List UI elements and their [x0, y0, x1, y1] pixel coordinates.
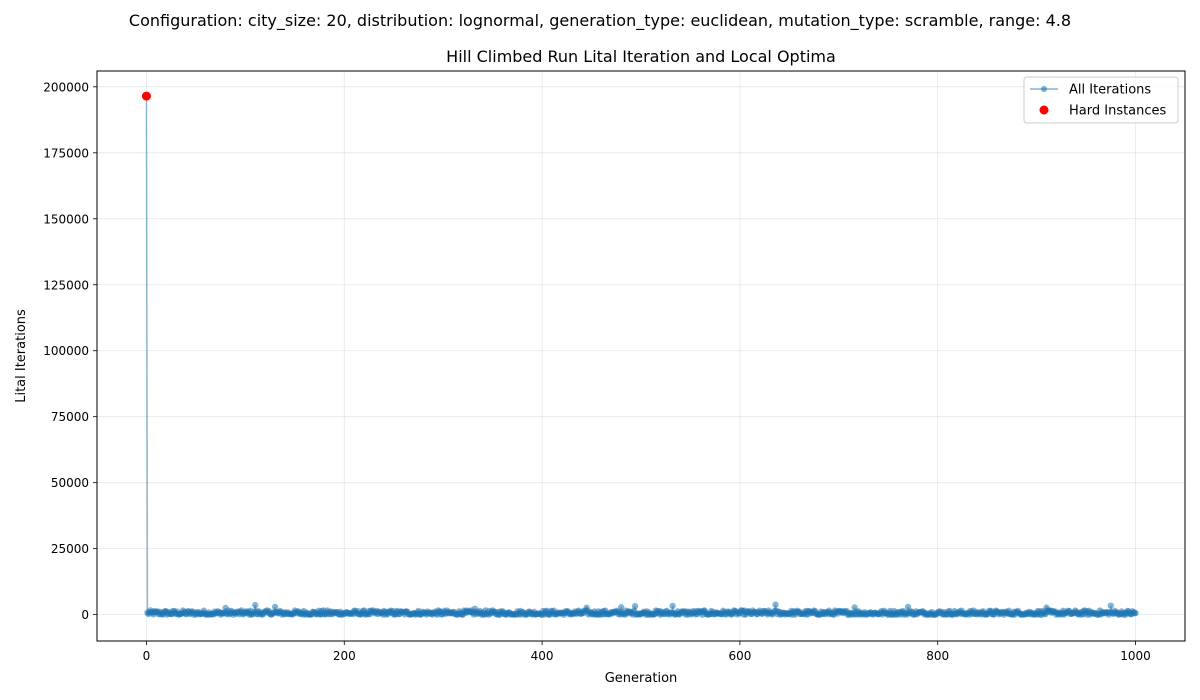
y-tick-label: 200000 — [43, 80, 89, 94]
y-tick-label: 50000 — [51, 476, 89, 490]
all-iterations-line — [145, 96, 1136, 618]
plot-frame — [96, 70, 1186, 642]
all-iterations-point — [631, 602, 639, 610]
y-tick-label: 100000 — [43, 344, 89, 358]
all-iterations-point — [1132, 609, 1139, 617]
x-tick-label: 800 — [926, 649, 949, 663]
legend-all-iterations-label: All Iterations — [1069, 83, 1151, 98]
series-all-iterations-line — [145, 96, 1136, 618]
all-iterations-point — [271, 603, 279, 611]
all-iterations-point — [669, 602, 676, 610]
y-axis-ticks: 0 25000 50000 75000 100000 125000 150000 175000… — [43, 80, 97, 622]
y-tick-label: 150000 — [43, 212, 89, 226]
y-tick-label: 75000 — [51, 410, 89, 424]
figure-suptitle: Configuration: city_size: 20, distributi… — [128, 11, 1072, 30]
legend-box — [1023, 76, 1179, 124]
series-hard-instances-points — [141, 91, 151, 101]
y-tick-label: 175000 — [43, 146, 89, 160]
x-axis-label: Generation — [605, 671, 678, 686]
legend: All Iterations Hard Instances — [1023, 76, 1179, 124]
legend-hard-instances-label: Hard Instances — [1069, 104, 1167, 119]
all-iterations-point — [618, 604, 625, 611]
series-all-iterations-points — [143, 92, 1139, 618]
legend-all-iterations-marker-icon — [1041, 86, 1047, 92]
x-tick-label: 200 — [333, 649, 356, 663]
all-iterations-point — [252, 601, 259, 609]
x-tick-label: 400 — [531, 649, 554, 663]
y-tick-label: 125000 — [43, 278, 89, 292]
x-tick-label: 1000 — [1120, 649, 1151, 663]
all-iterations-point — [772, 601, 779, 608]
grid-lines — [97, 71, 1185, 641]
x-axis-ticks: 0 200 400 600 800 1000 — [143, 641, 1151, 663]
x-tick-label: 0 — [143, 649, 151, 663]
y-tick-label: 0 — [81, 608, 89, 622]
chart-title: Hill Climbed Run Lital Iteration and Loc… — [446, 47, 836, 66]
all-iterations-point — [1107, 602, 1115, 609]
hard-instance-point — [141, 91, 151, 101]
y-axis-label: Lital Iterations — [14, 309, 29, 403]
y-tick-label: 25000 — [51, 542, 89, 556]
legend-hard-instances-marker-icon — [1039, 105, 1049, 115]
x-tick-label: 600 — [728, 649, 751, 663]
